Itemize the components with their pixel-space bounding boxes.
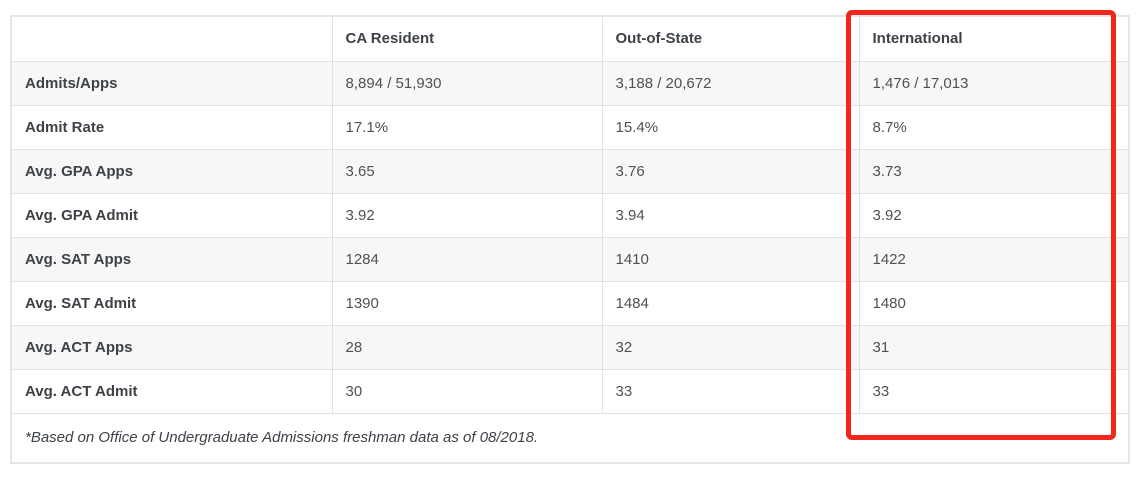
row-avg-act-admit: Avg. ACT Admit 30 33 33: [10, 368, 1130, 414]
header-cell-out-of-state: Out-of-State: [601, 15, 860, 62]
cell-value: 3.65: [331, 148, 603, 194]
row-avg-act-apps: Avg. ACT Apps 28 32 31: [10, 324, 1130, 370]
cell-value: 3,188 / 20,672: [601, 60, 860, 106]
cell-value: 3.92: [331, 192, 603, 238]
row-label: Avg. SAT Admit: [10, 280, 333, 326]
cell-value: 3.92: [858, 192, 1130, 238]
cell-value: 32: [601, 324, 860, 370]
row-avg-sat-apps: Avg. SAT Apps 1284 1410 1422: [10, 236, 1130, 282]
row-avg-gpa-apps: Avg. GPA Apps 3.65 3.76 3.73: [10, 148, 1130, 194]
cell-value: 1422: [858, 236, 1130, 282]
cell-value: 1390: [331, 280, 603, 326]
header-cell-international: International: [858, 15, 1130, 62]
cell-value: 8,894 / 51,930: [331, 60, 603, 106]
row-avg-sat-admit: Avg. SAT Admit 1390 1484 1480: [10, 280, 1130, 326]
cell-value: 1,476 / 17,013: [858, 60, 1130, 106]
row-label: Avg. SAT Apps: [10, 236, 333, 282]
row-label: Avg. ACT Admit: [10, 368, 333, 414]
header-cell-ca-resident: CA Resident: [331, 15, 603, 62]
header-row: CA Resident Out-of-State International: [10, 15, 1130, 62]
cell-value: 1410: [601, 236, 860, 282]
cell-value: 3.73: [858, 148, 1130, 194]
footnote-text: *Based on Office of Undergraduate Admiss…: [10, 412, 1130, 464]
cell-value: 8.7%: [858, 104, 1130, 150]
header-cell-empty: [10, 15, 333, 62]
admissions-stats-table: CA Resident Out-of-State International A…: [10, 15, 1130, 464]
cell-value: 3.94: [601, 192, 860, 238]
cell-value: 17.1%: [331, 104, 603, 150]
row-label: Admits/Apps: [10, 60, 333, 106]
row-label: Avg. GPA Apps: [10, 148, 333, 194]
cell-value: 31: [858, 324, 1130, 370]
row-admit-rate: Admit Rate 17.1% 15.4% 8.7%: [10, 104, 1130, 150]
row-admits-apps: Admits/Apps 8,894 / 51,930 3,188 / 20,67…: [10, 60, 1130, 106]
row-avg-gpa-admit: Avg. GPA Admit 3.92 3.94 3.92: [10, 192, 1130, 238]
cell-value: 3.76: [601, 148, 860, 194]
cell-value: 33: [858, 368, 1130, 414]
cell-value: 15.4%: [601, 104, 860, 150]
row-label: Admit Rate: [10, 104, 333, 150]
cell-value: 1484: [601, 280, 860, 326]
row-label: Avg. GPA Admit: [10, 192, 333, 238]
cell-value: 33: [601, 368, 860, 414]
cell-value: 1284: [331, 236, 603, 282]
cell-value: 28: [331, 324, 603, 370]
cell-value: 30: [331, 368, 603, 414]
cell-value: 1480: [858, 280, 1130, 326]
row-label: Avg. ACT Apps: [10, 324, 333, 370]
footnote-row: *Based on Office of Undergraduate Admiss…: [10, 412, 1130, 464]
